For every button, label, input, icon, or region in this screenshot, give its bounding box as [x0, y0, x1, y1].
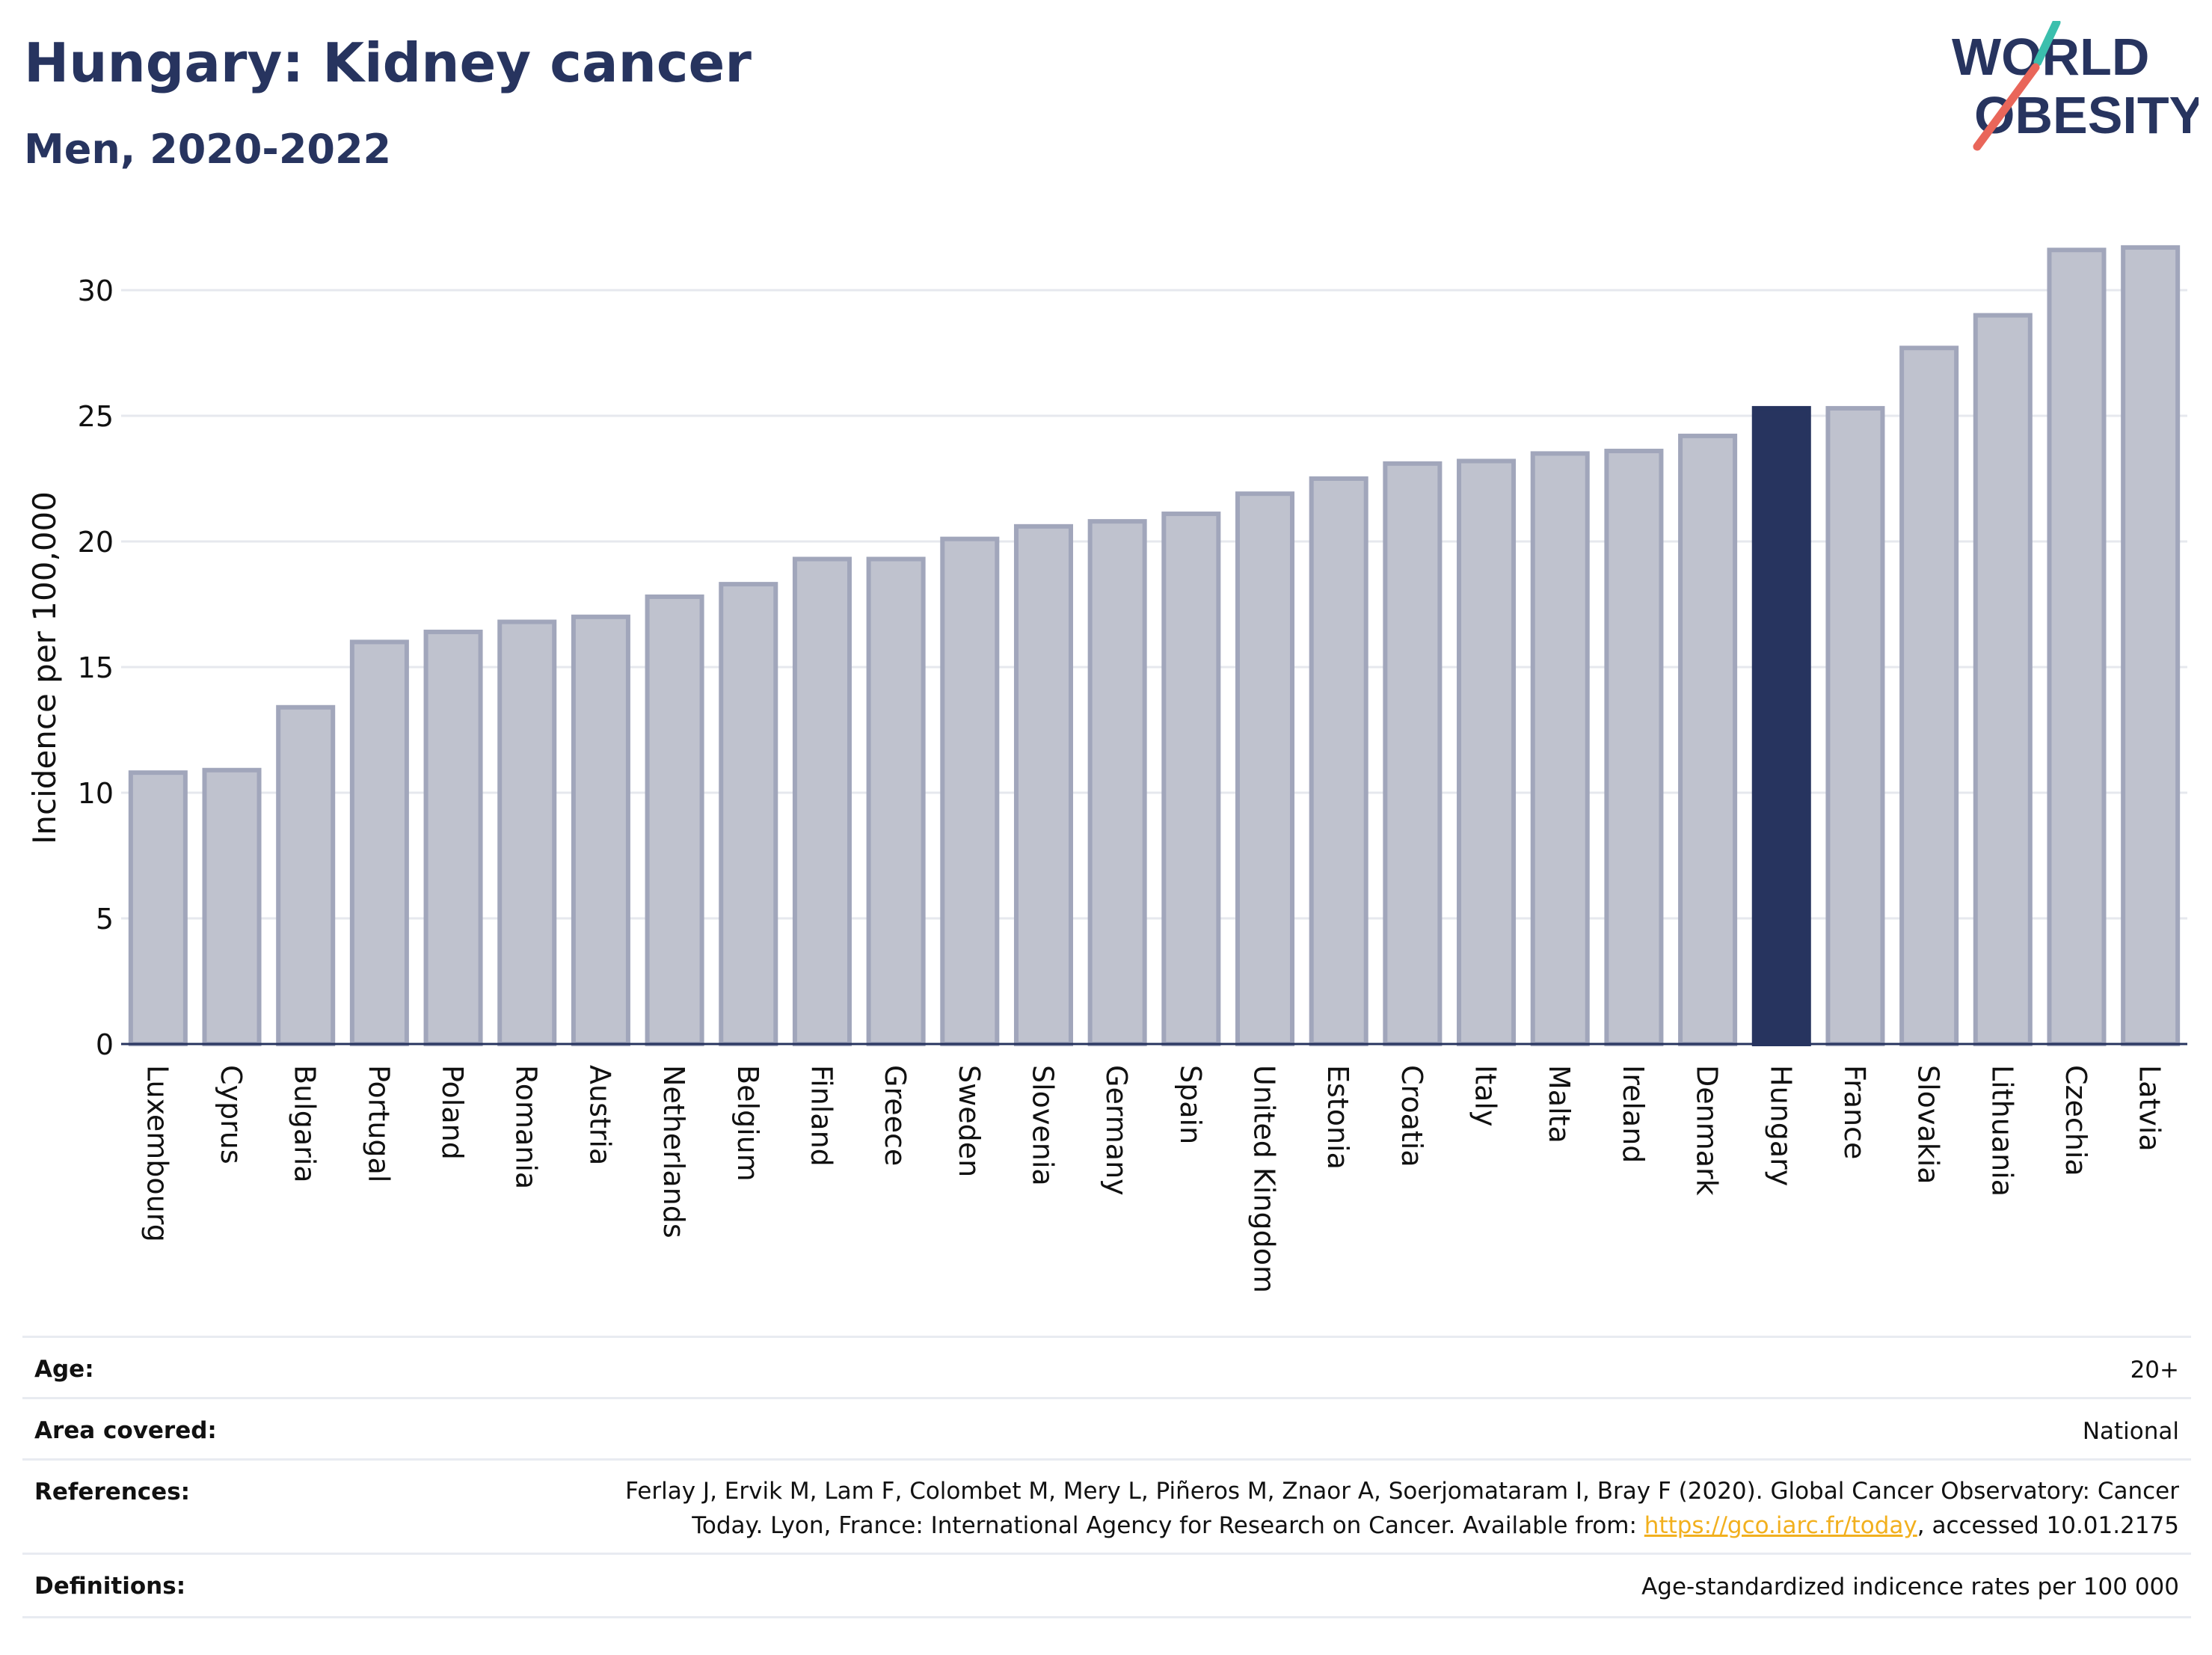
references-value: Ferlay J, Ervik M, Lam F, Colombet M, Me…: [625, 1474, 2179, 1543]
x-tick-label: Netherlands: [657, 1065, 690, 1238]
bar: [1087, 519, 1147, 1046]
x-tick-label: Denmark: [1691, 1065, 1724, 1196]
x-tick-label: Romania: [510, 1065, 543, 1189]
bar: [1383, 461, 1443, 1046]
x-tick-label: Austria: [583, 1065, 616, 1165]
bar: [2121, 245, 2181, 1046]
bar: [1013, 523, 1073, 1046]
bar: [202, 767, 262, 1046]
bar: [866, 556, 926, 1046]
bar: [2047, 248, 2107, 1046]
age-value: 20+: [2130, 1357, 2179, 1384]
x-tick-label: Croatia: [1395, 1065, 1428, 1167]
x-tick-label: Luxembourg: [141, 1065, 173, 1242]
bar: [1235, 491, 1295, 1046]
x-tick-label: Greece: [879, 1065, 912, 1166]
x-tick-label: Belgium: [731, 1065, 764, 1182]
x-tick-label: Bulgaria: [289, 1065, 322, 1183]
page-subtitle: Men, 2020-2022: [24, 126, 392, 173]
bar: [1751, 405, 1811, 1046]
bar: [497, 619, 557, 1046]
bar: [645, 594, 704, 1046]
bar: [1457, 458, 1517, 1046]
bar: [1678, 433, 1738, 1046]
x-tick-label: Cyprus: [215, 1065, 248, 1164]
logo-teal-slash: [2033, 21, 2061, 67]
x-tick-label: Czechia: [2059, 1065, 2092, 1176]
x-tick-label: Finland: [805, 1065, 838, 1167]
page-title: Hungary: Kidney cancer: [24, 31, 752, 94]
meta-row-age: Age: 20+: [22, 1336, 2191, 1399]
references-line2-pre: Today. Lyon, France: International Agenc…: [692, 1512, 1644, 1539]
bar-chart: 0 5 10 15 20 25 30 Incidence per 100,000 Luxembo…: [26, 245, 2187, 1293]
y-tick-label: 0: [96, 1028, 114, 1061]
bar: [276, 704, 336, 1046]
x-tick-label: Slovakia: [1912, 1065, 1945, 1185]
x-tick-label: France: [1838, 1065, 1871, 1159]
y-axis-label: Incidence per 100,000: [26, 491, 63, 844]
bar: [571, 614, 630, 1046]
x-tick-label: Poland: [436, 1065, 469, 1160]
bar: [719, 582, 778, 1046]
x-tick-label: Ireland: [1617, 1065, 1650, 1163]
bar: [128, 770, 188, 1046]
x-tick-label: United Kingdom: [1248, 1065, 1281, 1293]
x-tick-label: Malta: [1543, 1065, 1576, 1143]
y-tick-label: 30: [78, 274, 114, 307]
bar: [1825, 405, 1885, 1046]
meta-row-references: References: Ferlay J, Ervik M, Lam F, Co…: [22, 1458, 2191, 1555]
area-value: National: [2082, 1418, 2179, 1445]
references-line1: Ferlay J, Ervik M, Lam F, Colombet M, Me…: [625, 1478, 2179, 1505]
bar: [1530, 451, 1590, 1046]
logo-coral-slash: [1973, 63, 2040, 151]
y-tick-label: 20: [78, 526, 114, 559]
bar: [1973, 313, 2033, 1047]
x-tick-label: Portugal: [362, 1065, 395, 1182]
area-label: Area covered:: [34, 1417, 217, 1444]
x-tick-label: Italy: [1469, 1065, 1502, 1126]
world-obesity-logo: WORLD OBESITY: [1952, 21, 2199, 151]
definitions-value: Age-standardized indicence rates per 100…: [1641, 1573, 2179, 1600]
bar: [349, 639, 409, 1046]
definitions-label: Definitions:: [34, 1573, 186, 1600]
age-label: Age:: [34, 1356, 94, 1383]
bar: [792, 556, 852, 1046]
y-tick-label: 10: [78, 777, 114, 810]
bar: [940, 536, 1000, 1046]
bar: [1309, 476, 1368, 1046]
x-tick-label: Estonia: [1321, 1065, 1354, 1170]
x-tick-label: Slovenia: [1026, 1065, 1059, 1186]
references-line2-post: , accessed 10.01.2175: [1917, 1512, 2179, 1539]
x-tick-label: Lithuania: [1985, 1065, 2018, 1197]
bar: [423, 629, 483, 1046]
references-link[interactable]: https://gco.iarc.fr/today: [1644, 1512, 1917, 1539]
bar: [1161, 512, 1221, 1046]
y-tick-label: 25: [78, 400, 114, 433]
bar: [1604, 449, 1664, 1046]
references-label: References:: [34, 1479, 191, 1505]
references-line2: Today. Lyon, France: International Agenc…: [625, 1508, 2179, 1543]
x-tick-label: Germany: [1100, 1065, 1133, 1196]
meta-row-area: Area covered: National: [22, 1397, 2191, 1461]
x-tick-label: Sweden: [953, 1065, 986, 1177]
bar: [1899, 346, 1959, 1046]
meta-row-definitions: Definitions: Age-standardized indicence …: [22, 1553, 2191, 1618]
y-tick-label: 15: [78, 651, 114, 684]
x-tick-label: Latvia: [2133, 1065, 2166, 1152]
y-tick-label: 5: [96, 903, 114, 936]
x-tick-label: Hungary: [1764, 1065, 1797, 1186]
x-tick-label: Spain: [1174, 1065, 1207, 1144]
